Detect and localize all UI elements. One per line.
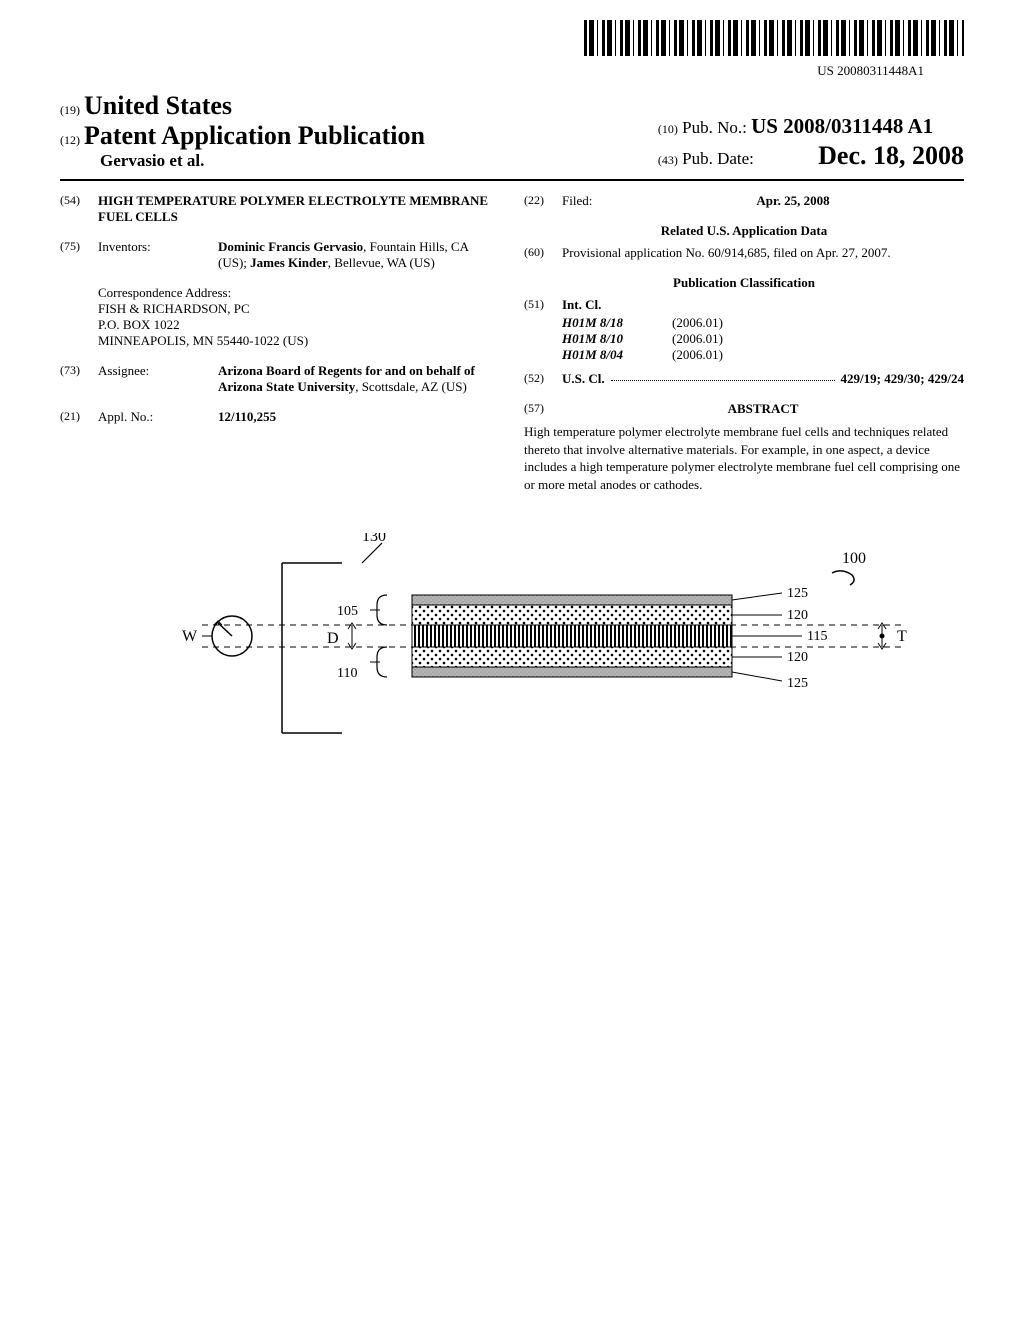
pub-date-label: Pub. Date: [682, 149, 754, 168]
field-19: (19) [60, 103, 80, 117]
inventors: Dominic Francis Gervasio, Fountain Hills… [218, 239, 500, 271]
invention-title: HIGH TEMPERATURE POLYMER ELECTROLYTE MEM… [98, 193, 500, 225]
addr-line3: MINNEAPOLIS, MN 55440-1022 (US) [98, 333, 500, 349]
divider [60, 179, 964, 181]
label-110: 110 [337, 666, 357, 681]
label-105: 105 [337, 604, 358, 619]
header: (19) United States (12) Patent Applicati… [60, 91, 964, 171]
field-10: (10) [658, 122, 678, 136]
assignee: Arizona Board of Regents for and on beha… [218, 363, 500, 395]
field-75-code: (75) [60, 239, 98, 271]
field-52-code: (52) [524, 371, 562, 387]
authors: Gervasio et al. [60, 151, 425, 171]
us-cl-label: U.S. Cl. [562, 371, 605, 387]
label-120t: 120 [787, 608, 808, 623]
field-54-code: (54) [60, 193, 98, 225]
inventor-2-loc: Bellevue, WA (US) [334, 255, 435, 270]
us-cl-vals: 429/19; 429/30; 429/24 [841, 371, 965, 386]
assignee-loc: Scottsdale, AZ (US) [362, 379, 467, 394]
assignee-label: Assignee: [98, 363, 218, 395]
inventor-1-name: Dominic Francis Gervasio [218, 239, 363, 254]
correspondence-address: Correspondence Address: FISH & RICHARDSO… [98, 285, 500, 349]
pub-date: Dec. 18, 2008 [818, 141, 964, 170]
related-heading: Related U.S. Application Data [524, 223, 964, 239]
field-57-code: (57) [524, 401, 562, 417]
label-125t: 125 [787, 586, 808, 601]
addr-line1: FISH & RICHARDSON, PC [98, 301, 500, 317]
left-column: (54) HIGH TEMPERATURE POLYMER ELECTROLYT… [60, 193, 500, 493]
figure: 130 100 125 120 115 120 125 [60, 533, 964, 793]
pub-class-heading: Publication Classification [524, 275, 964, 291]
us-cl-dots [611, 371, 835, 381]
provisional-text: Provisional application No. 60/914,685, … [562, 245, 964, 261]
int-cl-row-2: H01M 8/04(2006.01) [562, 347, 964, 363]
label-D: D [327, 630, 339, 647]
abstract-text: High temperature polymer electrolyte mem… [524, 423, 964, 493]
int-cl-row-0: H01M 8/18(2006.01) [562, 315, 964, 331]
label-130: 130 [362, 533, 386, 545]
right-column: (22) Filed: Apr. 25, 2008 Related U.S. A… [524, 193, 964, 493]
int-cl-row-1: H01M 8/10(2006.01) [562, 331, 964, 347]
label-125b: 125 [787, 676, 808, 691]
label-120b: 120 [787, 650, 808, 665]
appl-no: 12/110,255 [218, 409, 276, 424]
appl-no-label: Appl. No.: [98, 409, 218, 425]
field-21-code: (21) [60, 409, 98, 425]
field-43: (43) [658, 153, 678, 167]
int-cl-label: Int. Cl. [562, 297, 601, 312]
field-73-code: (73) [60, 363, 98, 395]
filed-label: Filed: [562, 193, 622, 209]
pub-no: US 2008/0311448 A1 [751, 114, 933, 138]
field-22-code: (22) [524, 193, 562, 209]
body-columns: (54) HIGH TEMPERATURE POLYMER ELECTROLYT… [60, 193, 964, 493]
barcode-text: US 20080311448A1 [60, 63, 924, 79]
inventors-label: Inventors: [98, 239, 218, 271]
barcode [60, 20, 964, 61]
filed-date: Apr. 25, 2008 [756, 193, 829, 208]
label-100: 100 [842, 550, 866, 567]
field-51-code: (51) [524, 297, 562, 313]
pub-no-label: Pub. No.: [682, 118, 747, 137]
pub-type: Patent Application Publication [84, 121, 425, 150]
inventor-2-name: James Kinder [250, 255, 328, 270]
label-115: 115 [807, 629, 827, 644]
addr-label: Correspondence Address: [98, 285, 500, 301]
label-W: W [182, 628, 198, 645]
addr-line2: P.O. BOX 1022 [98, 317, 500, 333]
abstract-heading: ABSTRACT [562, 401, 964, 417]
label-T: T [897, 628, 907, 645]
country: United States [84, 91, 232, 120]
field-12: (12) [60, 133, 80, 147]
field-60-code: (60) [524, 245, 562, 261]
